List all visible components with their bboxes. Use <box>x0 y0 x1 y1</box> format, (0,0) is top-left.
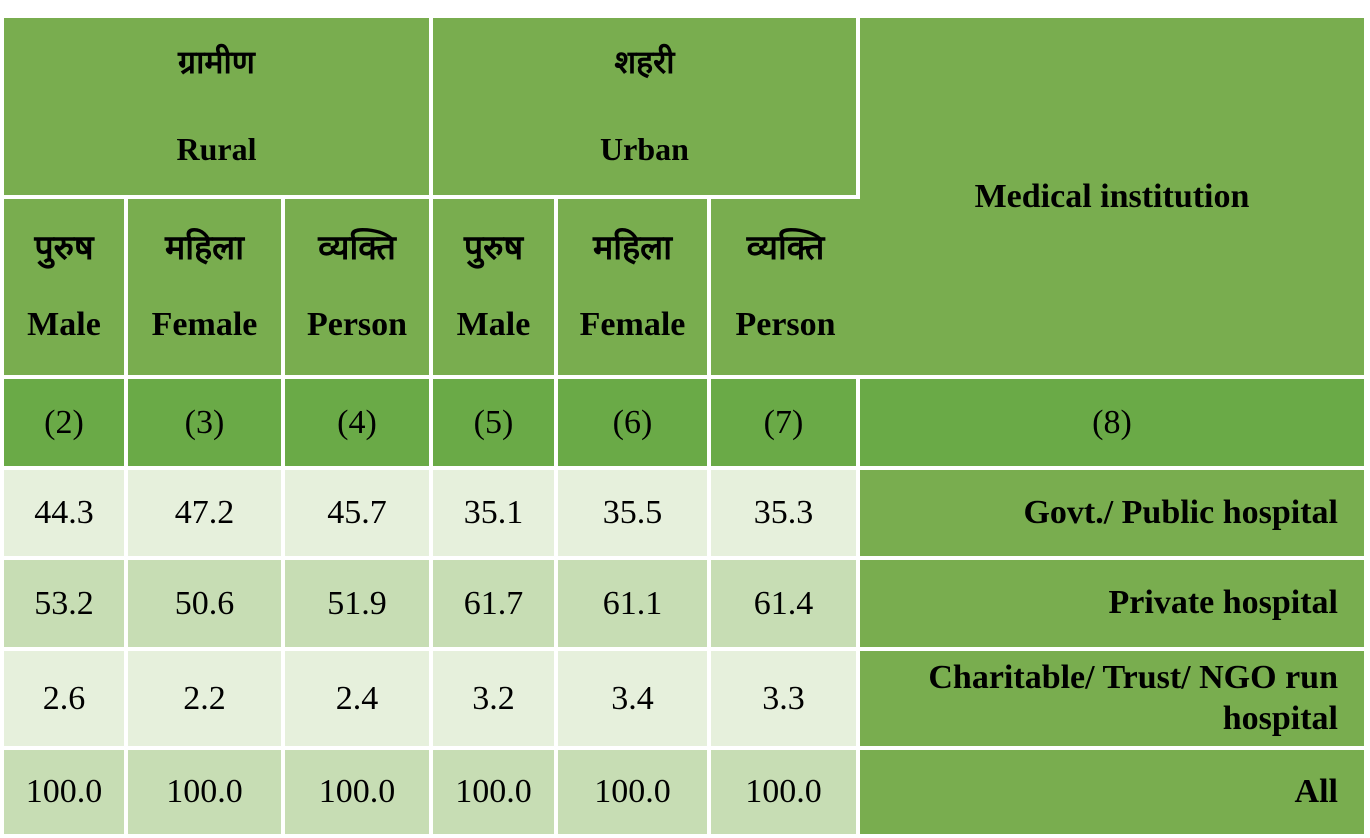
column-number: (8) <box>860 379 1364 470</box>
table-row: 100.0 100.0 100.0 100.0 100.0 100.0 All <box>4 750 1364 838</box>
rural-group-header: ग्रामीण Rural <box>4 18 433 199</box>
table-cell: 3.2 <box>433 651 558 750</box>
table-row: 53.2 50.6 51.9 61.7 61.1 61.4 Private ho… <box>4 560 1364 651</box>
urban-person-header: व्यक्ति Person <box>711 199 860 379</box>
rural-person-header: व्यक्ति Person <box>285 199 433 379</box>
urban-english-label: Urban <box>600 130 689 167</box>
table-cell: 44.3 <box>4 470 128 560</box>
urban-male-header: पुरुष Male <box>433 199 558 379</box>
table-cell: 100.0 <box>4 750 128 838</box>
table-cell: 47.2 <box>128 470 285 560</box>
table-cell: 2.2 <box>128 651 285 750</box>
medical-institution-header: Medical institution <box>860 18 1364 379</box>
person-english-label: Person <box>306 305 408 343</box>
column-number: (4) <box>285 379 433 470</box>
table-cell: 2.4 <box>285 651 433 750</box>
column-number: (5) <box>433 379 558 470</box>
table-row: 2.6 2.2 2.4 3.2 3.4 3.3 Charitable/ Trus… <box>4 651 1364 750</box>
table-cell: 3.4 <box>558 651 711 750</box>
person-english-label: Person <box>735 305 836 343</box>
female-english-label: Female <box>579 305 686 343</box>
table-cell: 35.5 <box>558 470 711 560</box>
data-table: ग्रामीण Rural शहरी Urban Medical institu… <box>4 18 1364 838</box>
table-cell: 100.0 <box>433 750 558 838</box>
table-cell: 61.7 <box>433 560 558 651</box>
table-cell: 3.3 <box>711 651 860 750</box>
table-cell: 35.3 <box>711 470 860 560</box>
female-hindi-label: महिला <box>592 228 673 269</box>
table-cell: 53.2 <box>4 560 128 651</box>
table-cell: 51.9 <box>285 560 433 651</box>
rural-female-header: महिला Female <box>128 199 285 379</box>
urban-female-header: महिला Female <box>558 199 711 379</box>
row-label: Private hospital <box>860 560 1364 651</box>
row-label: All <box>860 750 1364 838</box>
rural-male-header: पुरुष Male <box>4 199 128 379</box>
male-english-label: Male <box>456 305 531 343</box>
table-cell: 61.1 <box>558 560 711 651</box>
column-number: (2) <box>4 379 128 470</box>
table-cell: 61.4 <box>711 560 860 651</box>
urban-group-header: शहरी Urban <box>433 18 860 199</box>
table-cell: 100.0 <box>558 750 711 838</box>
person-hindi-label: व्यक्ति <box>318 228 396 269</box>
table-cell: 50.6 <box>128 560 285 651</box>
column-number: (3) <box>128 379 285 470</box>
row-label: Charitable/ Trust/ NGO run hospital <box>860 651 1364 750</box>
rural-hindi-label: ग्रामीण <box>178 43 255 82</box>
table-cell: 45.7 <box>285 470 433 560</box>
urban-hindi-label: शहरी <box>614 43 675 82</box>
male-hindi-label: पुरुष <box>463 228 524 269</box>
rural-english-label: Rural <box>176 130 257 167</box>
table-row: 44.3 47.2 45.7 35.1 35.5 35.3 Govt./ Pub… <box>4 470 1364 560</box>
male-hindi-label: पुरुष <box>34 228 94 269</box>
row-label: Govt./ Public hospital <box>860 470 1364 560</box>
column-number: (7) <box>711 379 860 470</box>
column-number: (6) <box>558 379 711 470</box>
person-hindi-label: व्यक्ति <box>746 228 825 269</box>
female-english-label: Female <box>151 305 258 343</box>
table-cell: 35.1 <box>433 470 558 560</box>
table-cell: 100.0 <box>711 750 860 838</box>
male-english-label: Male <box>27 305 101 343</box>
table-cell: 2.6 <box>4 651 128 750</box>
table-cell: 100.0 <box>128 750 285 838</box>
table-cell: 100.0 <box>285 750 433 838</box>
female-hindi-label: महिला <box>164 228 245 269</box>
